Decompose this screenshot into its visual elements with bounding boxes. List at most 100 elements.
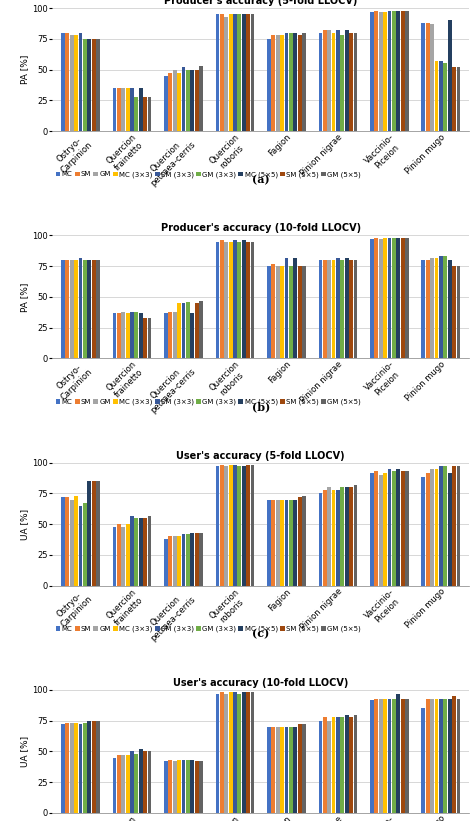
Bar (70, 260, 73, 358)
Bar (289, 33, 293, 131)
Bar (190, 313, 194, 358)
Bar (280, 499, 284, 585)
Bar (126, 524, 129, 585)
Bar (272, 264, 275, 358)
Bar (74, 35, 78, 131)
Bar (327, 30, 331, 131)
Title: User's accuracy (10-fold LLOCV): User's accuracy (10-fold LLOCV) (173, 678, 348, 688)
Bar (405, 471, 409, 585)
Bar (177, 536, 181, 585)
Bar (130, 516, 134, 585)
Text: (a): (a) (252, 174, 270, 185)
Bar (91, 260, 96, 358)
Bar (173, 536, 177, 585)
Bar (272, 727, 275, 813)
Bar (276, 499, 280, 585)
Bar (220, 466, 224, 585)
Bar (216, 241, 219, 358)
Bar (168, 760, 172, 813)
Bar (147, 318, 151, 358)
Bar (126, 88, 129, 131)
Bar (345, 30, 349, 131)
Bar (379, 699, 383, 813)
Bar (186, 760, 190, 813)
Bar (327, 721, 331, 813)
Bar (177, 760, 181, 813)
Bar (143, 97, 147, 131)
Text: (b): (b) (252, 401, 270, 412)
Bar (298, 266, 301, 358)
Bar (79, 506, 82, 585)
Bar (267, 499, 271, 585)
Bar (452, 67, 456, 131)
Bar (421, 260, 425, 358)
Bar (340, 35, 344, 131)
Bar (379, 475, 383, 585)
Legend: MC, SM, GM, MC (3×3), SM (3×3), GM (3×3), MC (5×5), SM (5×5), GM (5×5): MC, SM, GM, MC (3×3), SM (3×3), GM (3×3)… (55, 399, 361, 405)
Text: (c): (c) (252, 629, 269, 640)
Bar (199, 300, 203, 358)
Bar (323, 30, 327, 131)
Bar (199, 761, 203, 813)
Bar (443, 256, 447, 358)
Bar (327, 260, 331, 358)
Bar (220, 241, 224, 358)
Bar (242, 14, 246, 131)
Bar (293, 258, 297, 358)
Bar (272, 35, 275, 131)
Bar (233, 466, 237, 585)
Bar (237, 466, 241, 585)
Bar (130, 88, 134, 131)
Bar (276, 727, 280, 813)
Bar (242, 692, 246, 813)
Bar (190, 760, 194, 813)
Bar (267, 39, 271, 131)
Bar (302, 33, 306, 131)
Bar (182, 303, 185, 358)
Bar (182, 760, 185, 813)
Bar (216, 466, 219, 585)
Bar (65, 497, 69, 585)
Bar (280, 727, 284, 813)
Bar (370, 473, 374, 585)
Bar (379, 239, 383, 358)
Bar (302, 496, 306, 585)
Bar (61, 497, 65, 585)
Bar (430, 258, 434, 358)
Bar (323, 717, 327, 813)
Bar (237, 694, 241, 813)
Bar (456, 67, 460, 131)
Bar (336, 717, 340, 813)
Bar (293, 33, 297, 131)
Bar (374, 699, 378, 813)
Bar (61, 724, 65, 813)
Bar (251, 241, 255, 358)
Bar (135, 518, 138, 585)
Bar (374, 471, 378, 585)
Bar (246, 466, 250, 585)
Bar (190, 70, 194, 131)
Bar (139, 749, 143, 813)
Bar (280, 266, 284, 358)
Bar (456, 266, 460, 358)
Bar (147, 516, 151, 585)
Bar (383, 699, 387, 813)
Bar (74, 723, 78, 813)
Bar (79, 258, 82, 358)
Bar (65, 723, 69, 813)
Bar (228, 466, 233, 585)
Bar (340, 717, 344, 813)
Bar (83, 723, 87, 813)
Legend: MC, SM, GM, MC (3×3), SM (3×3), GM (3×3), MC (5×5), SM (5×5), GM (5×5): MC, SM, GM, MC (3×3), SM (3×3), GM (3×3)… (55, 172, 361, 178)
Bar (430, 699, 434, 813)
Bar (135, 97, 138, 131)
Bar (349, 260, 353, 358)
Bar (284, 258, 288, 358)
Bar (336, 490, 340, 585)
Bar (323, 260, 327, 358)
Bar (302, 724, 306, 813)
Bar (79, 33, 82, 131)
Bar (443, 63, 447, 131)
Bar (435, 61, 438, 131)
Y-axis label: UA [%]: UA [%] (20, 736, 29, 767)
